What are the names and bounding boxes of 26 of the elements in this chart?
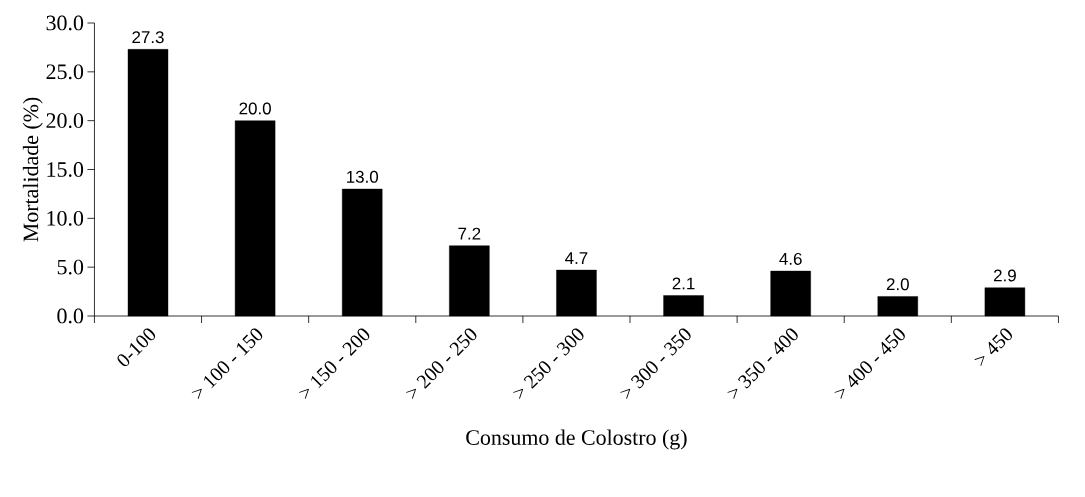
y-tick-label: 15.0 bbox=[47, 162, 84, 177]
y-axis-title: Mortalidade (%) bbox=[22, 97, 43, 242]
x-tick-label: > 400 - 450 bbox=[834, 328, 905, 399]
x-tick-label: > 200 - 250 bbox=[405, 328, 477, 399]
y-tick-label: 5.0 bbox=[57, 259, 84, 275]
data-label: 4.6 bbox=[779, 252, 802, 265]
y-tick-label: 20.0 bbox=[46, 113, 84, 129]
y-tick-label: 30.0 bbox=[46, 15, 84, 31]
data-label: 2.1 bbox=[672, 277, 695, 290]
x-tick-label: > 350 - 400 bbox=[727, 328, 798, 399]
x-tick-label: > 250 - 300 bbox=[512, 328, 584, 399]
x-axis-title: Consumo de Colostro (g) bbox=[466, 429, 687, 450]
x-tick-label: > 300 - 350 bbox=[620, 328, 691, 399]
data-label: 20.0 bbox=[239, 102, 271, 115]
data-label: 7.2 bbox=[458, 227, 481, 240]
y-tick-label: 25.0 bbox=[46, 64, 84, 80]
x-tick-label: > 150 - 200 bbox=[298, 328, 370, 399]
data-label: 13.0 bbox=[347, 170, 379, 183]
y-tick-label: 0.0 bbox=[57, 308, 84, 324]
data-label: 27.3 bbox=[132, 31, 164, 44]
data-label: 4.7 bbox=[565, 252, 588, 264]
data-label: 2.9 bbox=[993, 269, 1016, 282]
x-tick-label: > 450 bbox=[974, 328, 1012, 367]
data-label: 2.0 bbox=[886, 278, 909, 291]
x-tick-label: > 100 - 150 bbox=[191, 328, 263, 399]
y-tick-label: 10.0 bbox=[47, 210, 84, 226]
